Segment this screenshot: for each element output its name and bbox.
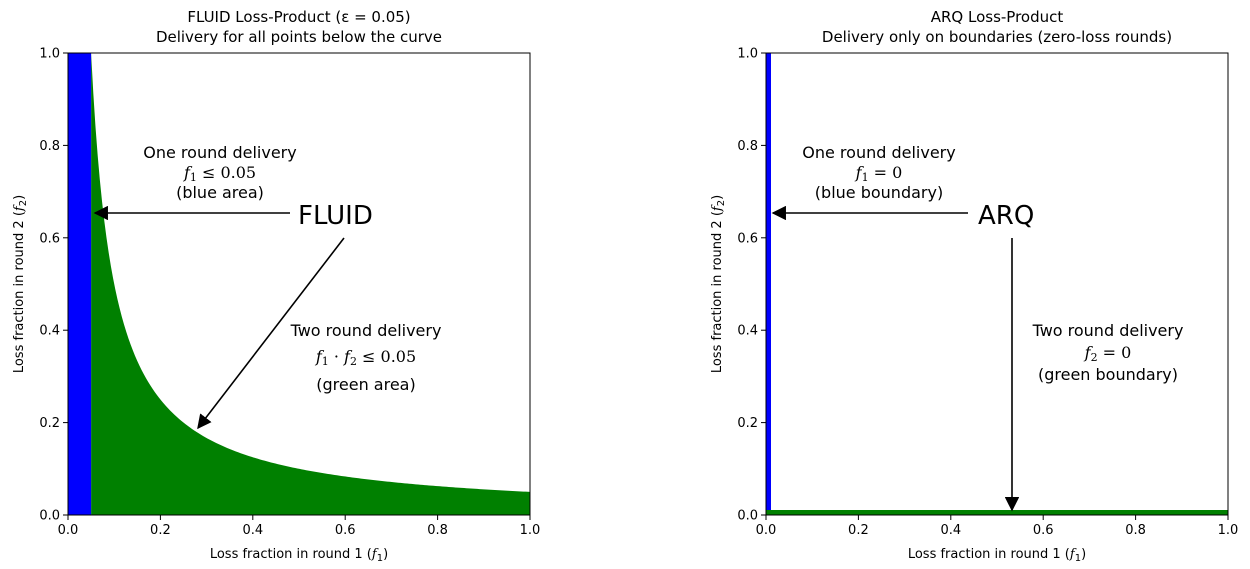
arq-x-tick-label: 0.0 bbox=[756, 523, 777, 538]
fluid-one-round-condition: f1 ≤ 0.05 bbox=[183, 163, 256, 184]
arq-title: ARQ Loss-Product bbox=[931, 8, 1064, 26]
arq-x-ticks: 0.0 0.2 0.4 0.6 0.8 1.0 bbox=[756, 515, 1239, 538]
arq-one-round-condition: f1 = 0 bbox=[855, 163, 903, 184]
fluid-x-tick-label: 0.8 bbox=[427, 523, 448, 538]
fluid-two-round-title: Two round delivery bbox=[290, 321, 442, 340]
arq-y-tick-label: 0.4 bbox=[737, 324, 758, 339]
fluid-panel: FLUID Loss-Product (ε = 0.05) Delivery f… bbox=[12, 8, 540, 564]
fluid-one-round-title: One round delivery bbox=[143, 143, 296, 162]
arq-two-round-title: Two round delivery bbox=[1032, 321, 1184, 340]
fluid-y-tick-label: 1.0 bbox=[39, 47, 60, 62]
fluid-axes-frame bbox=[67, 52, 531, 516]
fluid-subtitle: Delivery for all points below the curve bbox=[156, 28, 442, 46]
fluid-y-tick-label: 0.4 bbox=[39, 324, 60, 339]
fluid-blue-area bbox=[68, 53, 92, 515]
fluid-big-label: FLUID bbox=[298, 201, 373, 231]
fluid-x-tick-label: 0.0 bbox=[58, 523, 79, 538]
arq-two-round-condition: f2 = 0 bbox=[1084, 343, 1132, 364]
fluid-y-tick-label: 0.8 bbox=[39, 139, 60, 154]
arq-y-tick-label: 0.8 bbox=[737, 139, 758, 154]
arq-two-round-note: (green boundary) bbox=[1038, 365, 1178, 384]
arq-x-axis-label: Loss fraction in round 1 (f1) bbox=[908, 547, 1086, 564]
fluid-y-axis-label: Loss fraction in round 2 (f2) bbox=[12, 195, 29, 373]
arq-y-ticks: 0.0 0.2 0.4 0.6 0.8 1.0 bbox=[737, 47, 766, 524]
fluid-arrow-to-green bbox=[197, 237, 345, 430]
arq-y-tick-label: 0.2 bbox=[737, 416, 758, 431]
arq-axes-frame bbox=[765, 52, 1229, 516]
arq-subtitle: Delivery only on boundaries (zero-loss r… bbox=[822, 28, 1172, 46]
arq-x-tick-label: 0.4 bbox=[940, 523, 961, 538]
arq-y-tick-label: 0.0 bbox=[737, 509, 758, 524]
arq-y-axis-label: Loss fraction in round 2 (f2) bbox=[710, 195, 727, 373]
arq-one-round-title: One round delivery bbox=[802, 143, 955, 162]
arq-x-tick-label: 0.6 bbox=[1033, 523, 1054, 538]
arq-x-tick-label: 0.2 bbox=[848, 523, 869, 538]
arq-one-round-note: (blue boundary) bbox=[815, 183, 943, 202]
fluid-x-ticks: 0.0 0.2 0.4 0.6 0.8 1.0 bbox=[58, 515, 541, 538]
arq-panel: ARQ Loss-Product Delivery only on bounda… bbox=[710, 8, 1238, 564]
fluid-one-round-note: (blue area) bbox=[176, 183, 264, 202]
arq-big-label: ARQ bbox=[978, 201, 1034, 231]
fluid-y-ticks: 0.0 0.2 0.4 0.6 0.8 1.0 bbox=[39, 47, 68, 524]
fluid-x-tick-label: 0.6 bbox=[335, 523, 356, 538]
fluid-x-axis-label: Loss fraction in round 1 (f1) bbox=[210, 547, 388, 564]
arq-y-tick-label: 1.0 bbox=[737, 47, 758, 62]
fluid-two-round-note: (green area) bbox=[316, 375, 415, 394]
fluid-title: FLUID Loss-Product (ε = 0.05) bbox=[187, 8, 410, 26]
fluid-x-tick-label: 0.4 bbox=[242, 523, 263, 538]
fluid-y-tick-label: 0.2 bbox=[39, 416, 60, 431]
fluid-green-area bbox=[91, 53, 530, 515]
fluid-x-tick-label: 1.0 bbox=[520, 523, 541, 538]
arq-y-tick-label: 0.6 bbox=[737, 231, 758, 246]
fluid-y-tick-label: 0.6 bbox=[39, 231, 60, 246]
fluid-two-round-condition: f1 · f2 ≤ 0.05 bbox=[315, 347, 416, 368]
arq-x-tick-label: 1.0 bbox=[1218, 523, 1239, 538]
fluid-y-tick-label: 0.0 bbox=[39, 509, 60, 524]
fluid-x-tick-label: 0.2 bbox=[150, 523, 171, 538]
arq-x-tick-label: 0.8 bbox=[1125, 523, 1146, 538]
